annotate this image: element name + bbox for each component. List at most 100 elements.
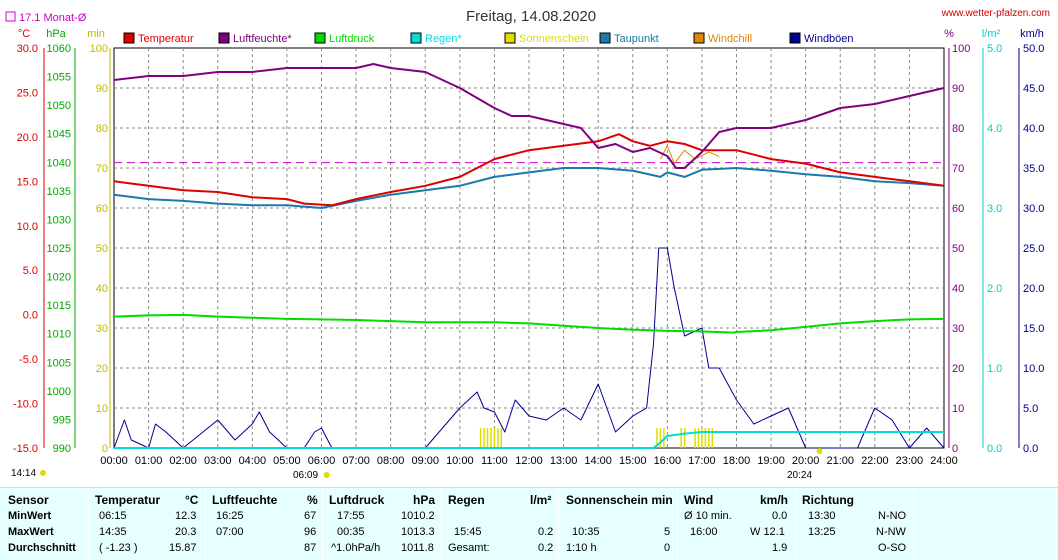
luftdruck-min-value: 1010.2 — [401, 510, 435, 522]
hpa-tick-label: 1060 — [47, 43, 71, 55]
legend-swatch — [504, 32, 516, 44]
unit-min: min — [87, 28, 105, 40]
series-line-luftfeuchte — [113, 63, 945, 169]
temp-tick-label: -5.0 — [19, 354, 38, 366]
x-tick-label: 18:00 — [723, 455, 751, 467]
sunrise-icon — [323, 472, 330, 478]
legend-swatch — [410, 32, 422, 44]
x-tick-label: 00:00 — [100, 455, 128, 467]
legend-label: Taupunkt — [614, 33, 659, 45]
x-tick-label: 09:00 — [411, 455, 439, 467]
x-tick-label: 14:00 — [584, 455, 612, 467]
luftdruck-trend: ^1.0hPa/h — [331, 542, 381, 554]
min-tick-label: 80 — [96, 123, 108, 135]
regen-unit: l/m² — [530, 493, 552, 507]
luftfeuchte-min-time: 16:25 — [216, 510, 244, 522]
kmh-tick-label: 45.0 — [1023, 83, 1044, 95]
luftfeuchte-header: Luftfeuchte — [212, 493, 278, 507]
kmh-tick-label: 20.0 — [1023, 283, 1044, 295]
series-line-temperatur — [113, 133, 945, 207]
series-line-regen — [114, 431, 944, 449]
kmh-tick-label: 5.0 — [1023, 403, 1038, 415]
legend-label: Regen* — [425, 33, 462, 45]
unit-kmh: km/h — [1020, 28, 1044, 40]
legend-swatch — [218, 32, 230, 44]
legend-swatch — [693, 32, 705, 44]
hpa-tick-label: 1005 — [47, 357, 71, 369]
x-tick-label: 24:00 — [930, 455, 958, 467]
luftfeuchte-max-time: 07:00 — [216, 526, 244, 538]
sensor-header: Sensor — [8, 493, 49, 507]
x-tick-label: 06:00 — [308, 455, 336, 467]
kmh-tick-label: 40.0 — [1023, 123, 1044, 135]
richtung-min-time: 13:30 — [808, 510, 836, 522]
pct-tick-label: 50 — [952, 243, 964, 255]
temperatur-header: Temperatur — [95, 493, 161, 507]
pct-tick-label: 90 — [952, 83, 964, 95]
kmh-tick-label: 10.0 — [1023, 363, 1044, 375]
kmh-tick-label: 0.0 — [1023, 443, 1038, 455]
luftdruck-max-time: 00:35 — [337, 526, 365, 538]
chart-grid — [113, 47, 945, 449]
hpa-tick-label: 1000 — [47, 386, 71, 398]
x-tick-label: 05:00 — [273, 455, 301, 467]
sonnenschein-header: Sonnenschein min — [566, 493, 673, 507]
luftdruck-avg-value: 1011.8 — [401, 542, 434, 554]
legend-label: Temperatur — [138, 33, 194, 45]
luftdruck-header: Luftdruck — [329, 493, 385, 507]
hpa-tick-label: 1055 — [47, 72, 71, 84]
min-tick-label: 70 — [96, 163, 108, 175]
rain-tick-label: 0.0 — [987, 443, 1002, 455]
statistics-table: Sensor MinWert MaxWert Durchschnitt Temp… — [0, 487, 1058, 560]
chart-labels: 30.0 25.0 20.0 15.0 10.0 5.0 0.0 -5.0 -10.0 -15.0… — [5, 8, 1050, 481]
temperatur-max-time: 14:35 — [99, 526, 127, 538]
temperatur-column: Temperatur °C 06:15 14:35 ( -1.23 ) 12.3… — [95, 488, 205, 560]
regen-column: Regen l/m² 15:45 Gesamt: 0.2 0.2 — [448, 488, 558, 560]
pct-tick-label: 10 — [952, 403, 964, 415]
min-tick-label: 40 — [96, 283, 108, 295]
hpa-tick-label: 1035 — [47, 186, 71, 198]
chart-axes — [43, 48, 1020, 448]
luftfeuchte-min-value: 67 — [304, 510, 317, 522]
x-tick-label: 21:00 — [826, 455, 854, 467]
luftdruck-column: Luftdruck hPa 17:55 00:35 ^1.0hPa/h 1010… — [329, 488, 439, 560]
legend-swatch — [599, 32, 611, 44]
series-line-windböen — [113, 247, 945, 449]
regen-total-label: Gesamt: — [448, 542, 490, 554]
legend-swatch — [314, 32, 326, 44]
pct-tick-label: 70 — [952, 163, 964, 175]
temp-tick-label: 0.0 — [23, 310, 38, 322]
temp-tick-label: 25.0 — [17, 87, 38, 99]
min-tick-label: 0 — [102, 443, 108, 455]
chart-marks — [113, 63, 945, 449]
site-url: www.wetter-pfalzen.com — [941, 8, 1050, 19]
hpa-tick-label: 995 — [53, 414, 71, 426]
wind-max-time: 16:00 — [690, 526, 718, 538]
legend-label: Windchill — [708, 33, 752, 45]
temp-tick-label: 30.0 — [17, 43, 38, 55]
hpa-tick-label: 1020 — [47, 272, 71, 284]
pct-tick-label: 20 — [952, 363, 964, 375]
hpa-tick-label: 1040 — [47, 157, 71, 169]
luftfeuchte-unit: % — [307, 493, 318, 507]
richtung-max-value: N-NW — [876, 526, 906, 538]
richtung-min-value: N-NO — [878, 510, 907, 522]
temp-tick-label: 20.0 — [17, 132, 38, 144]
x-tick-label: 03:00 — [204, 455, 232, 467]
hpa-tick-label: 1025 — [47, 243, 71, 255]
temperatur-trend: ( -1.23 ) — [99, 542, 138, 554]
legend-label: Windböen — [804, 33, 854, 45]
luftdruck-min-time: 17:55 — [337, 510, 365, 522]
kmh-tick-label: 50.0 — [1023, 43, 1044, 55]
legend-swatch — [123, 32, 135, 44]
wind-header: Wind — [684, 493, 714, 507]
hpa-tick-label: 1015 — [47, 300, 71, 312]
legend-label: Luftdruck — [329, 33, 375, 45]
wind-avg-label: Ø 10 min. — [684, 510, 732, 522]
x-tick-label: 02:00 — [169, 455, 197, 467]
pct-tick-label: 40 — [952, 283, 964, 295]
kmh-tick-label: 15.0 — [1023, 323, 1044, 335]
x-tick-label: 10:00 — [446, 455, 474, 467]
series-line-luftdruck — [113, 313, 945, 334]
regen-header: Regen — [448, 493, 485, 507]
